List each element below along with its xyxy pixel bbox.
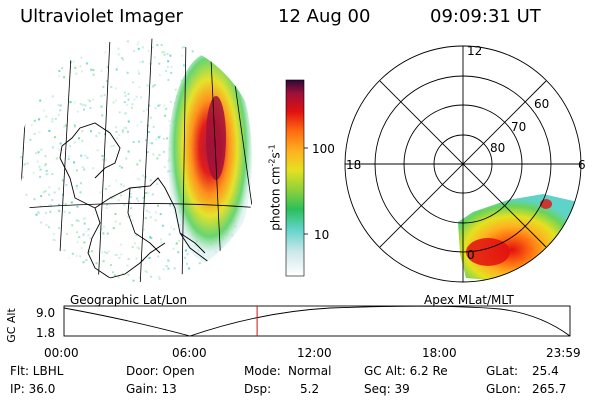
mlt-label-0: 0	[467, 248, 475, 262]
info-glon-label: GLon:	[486, 382, 521, 396]
aurora-core-polar	[466, 238, 510, 266]
geographic-map	[20, 38, 260, 282]
altitude-curve	[63, 305, 571, 337]
polar-grid	[344, 45, 582, 283]
mlt-label-6: 6	[578, 158, 586, 172]
info-glat-value: 25.4	[532, 364, 559, 378]
timeline-xtick-4: 23:59	[546, 346, 581, 360]
info-glat-label: GLat:	[486, 364, 519, 378]
timeline-xtick-0: 00:00	[44, 346, 79, 360]
info-seq: Seq: 39	[364, 382, 410, 396]
info-door: Door: Open	[126, 364, 195, 378]
colorbar-tick-100: 100	[312, 142, 335, 156]
lat-label-70: 70	[511, 120, 527, 134]
polar-plot	[344, 45, 582, 283]
aurora-core-geo	[206, 96, 226, 180]
colorbar	[285, 79, 308, 277]
observation-date: 12 Aug 00	[278, 6, 371, 27]
info-filter: Flt: LBHL	[10, 364, 64, 378]
info-dsp-value: 5.2	[300, 382, 320, 396]
info-mode-value: Normal	[288, 364, 332, 378]
mlt-label-12: 12	[467, 44, 483, 58]
timeline-xtick-1: 06:00	[172, 346, 207, 360]
colorbar-tick-10: 10	[314, 228, 330, 242]
lat-label-60: 60	[534, 97, 550, 111]
info-ip: IP: 36.0	[10, 382, 56, 396]
timeline-xtick-2: 12:00	[297, 346, 332, 360]
parallel-line	[20, 203, 260, 211]
geo-panel-caption: Geographic Lat/Lon	[70, 293, 188, 307]
aurora-region-polar	[458, 194, 578, 280]
info-mode-label: Mode:	[244, 364, 281, 378]
info-gc-alt: GC Alt: 6.2 Re	[364, 364, 448, 378]
timeline-ytick-9: 9.0	[36, 306, 56, 320]
timeline-ytick-1.8: 1.8	[36, 326, 56, 340]
info-gain: Gain: 13	[126, 382, 177, 396]
observation-time: 09:09:31 UT	[430, 6, 541, 27]
timeline-xtick-3: 18:00	[422, 346, 457, 360]
orbit-timeline	[63, 305, 571, 337]
colorbar-gradient	[285, 79, 305, 277]
info-glon-value: 265.7	[532, 382, 567, 396]
info-dsp-label: Dsp:	[244, 382, 272, 396]
mlt-label-18: 18	[346, 158, 362, 172]
instrument-title: Ultraviolet Imager	[20, 6, 183, 27]
colorbar-unit: photon cm-2s-1	[267, 144, 283, 231]
lat-label-80: 80	[490, 141, 506, 155]
polar-panel-caption: Apex MLat/MLT	[424, 293, 514, 307]
